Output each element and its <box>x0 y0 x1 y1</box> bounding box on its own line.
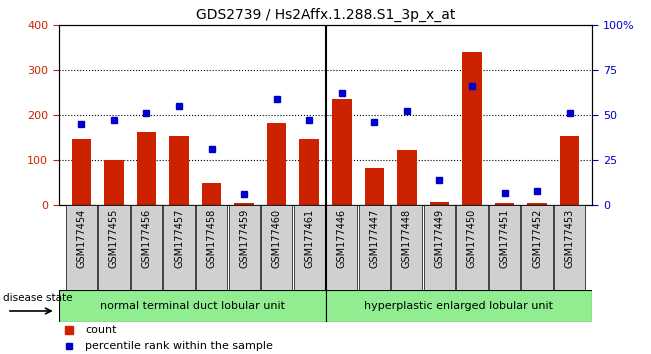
Bar <box>521 205 553 312</box>
Text: GSM177459: GSM177459 <box>239 209 249 268</box>
Bar <box>326 205 357 312</box>
Bar <box>326 290 592 322</box>
Bar <box>137 132 156 205</box>
Bar <box>332 99 352 205</box>
Bar <box>359 205 390 312</box>
Bar <box>495 203 514 205</box>
Bar <box>365 168 384 205</box>
Text: GSM177446: GSM177446 <box>337 209 347 268</box>
Bar <box>554 205 585 312</box>
Bar <box>202 183 221 205</box>
Bar <box>424 205 455 312</box>
Bar <box>430 202 449 205</box>
Bar <box>489 205 520 312</box>
Text: count: count <box>85 325 117 335</box>
Text: GSM177449: GSM177449 <box>434 209 445 268</box>
Bar <box>456 205 488 312</box>
Text: GSM177460: GSM177460 <box>271 209 282 268</box>
Bar <box>391 205 422 312</box>
Text: GSM177448: GSM177448 <box>402 209 412 268</box>
Bar <box>234 203 254 205</box>
Text: disease state: disease state <box>3 293 72 303</box>
Text: GSM177450: GSM177450 <box>467 209 477 268</box>
Text: percentile rank within the sample: percentile rank within the sample <box>85 341 273 351</box>
Text: GSM177455: GSM177455 <box>109 209 119 268</box>
Bar <box>560 136 579 205</box>
Text: GSM177456: GSM177456 <box>141 209 152 268</box>
Bar <box>196 205 227 312</box>
Bar <box>59 290 326 322</box>
Text: GSM177451: GSM177451 <box>499 209 510 268</box>
Text: hyperplastic enlarged lobular unit: hyperplastic enlarged lobular unit <box>365 301 553 311</box>
Bar <box>261 205 292 312</box>
Bar <box>98 205 130 312</box>
Bar <box>104 160 124 205</box>
Text: GSM177453: GSM177453 <box>564 209 575 268</box>
Text: GSM177454: GSM177454 <box>76 209 87 268</box>
Bar <box>397 150 417 205</box>
Text: GSM177461: GSM177461 <box>304 209 314 268</box>
Bar <box>267 123 286 205</box>
Text: GSM177452: GSM177452 <box>532 209 542 268</box>
Bar <box>163 205 195 312</box>
Bar <box>131 205 162 312</box>
Bar <box>229 205 260 312</box>
Bar <box>66 205 97 312</box>
Bar <box>294 205 325 312</box>
Bar <box>527 202 547 205</box>
Bar <box>462 52 482 205</box>
Title: GDS2739 / Hs2Affx.1.288.S1_3p_x_at: GDS2739 / Hs2Affx.1.288.S1_3p_x_at <box>196 8 455 22</box>
Text: GSM177458: GSM177458 <box>206 209 217 268</box>
Text: GSM177457: GSM177457 <box>174 209 184 268</box>
Text: GSM177447: GSM177447 <box>369 209 380 268</box>
Text: normal terminal duct lobular unit: normal terminal duct lobular unit <box>100 301 284 311</box>
Bar <box>169 136 189 205</box>
Bar <box>72 138 91 205</box>
Bar <box>299 138 319 205</box>
